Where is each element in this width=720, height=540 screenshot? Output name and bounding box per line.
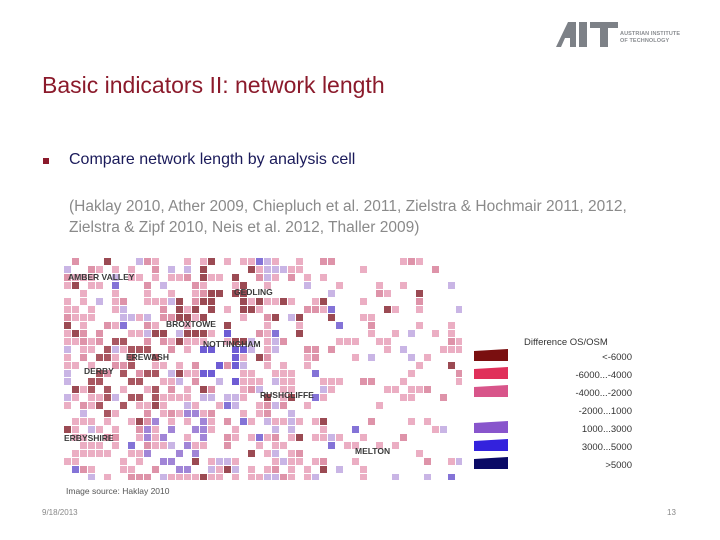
legend-label: 1000...3000 [582,424,632,435]
legend-label: -6000...-4000 [575,370,632,381]
legend-label: -2000...1000 [579,406,632,417]
legend-label: >5000 [605,460,632,471]
map-label-melton: MELTON [355,446,390,456]
map-label-derbyshire: ERBYSHIRE [64,433,114,443]
image-source: Image source: Haklay 2010 [66,486,170,496]
map-label-nottingham: NOTTINGHAM [203,339,261,349]
slide-title: Basic indicators II: network length [42,72,385,98]
legend-swatch [474,439,508,451]
slide-date: 9/18/2013 [42,508,78,517]
bullet-text: Compare network length by analysis cell [69,151,356,168]
bullet-square-icon [43,158,49,164]
legend-swatch [474,349,508,361]
map-label-derby: DERBY [84,366,114,376]
map-label-gedling: GEDLING [234,287,273,297]
map-label-broxtowe: BROXTOWE [166,319,216,329]
legend-swatch [474,421,508,433]
legend-title: Difference OS/OSM [524,337,608,348]
map-label-rushcliffe: RUSHCLIFFE [260,390,314,400]
legend-label: 3000...5000 [582,442,632,453]
map-label-amber-valley: AMBER VALLEY [68,272,135,282]
legend-swatch [474,457,508,469]
ait-logo [556,22,618,47]
map-label-erewash: EREWASH [126,352,169,362]
legend-label: <-6000 [602,352,632,363]
legend-swatch [474,385,508,397]
logo-text: AUSTRIAN INSTITUTE OF TECHNOLOGY [620,31,681,44]
references: (Haklay 2010, Ather 2009, Chiepluch et a… [69,198,627,236]
legend-label: -4000...-2000 [575,388,632,399]
network-difference-map: AMBER VALLEY GEDLING BROXTOWE NOTTINGHAM… [64,258,462,480]
legend-swatch [474,367,508,379]
map-legend: Difference OS/OSM <-6000 -6000...-4000 -40… [474,337,632,471]
page-number: 13 [667,508,676,517]
